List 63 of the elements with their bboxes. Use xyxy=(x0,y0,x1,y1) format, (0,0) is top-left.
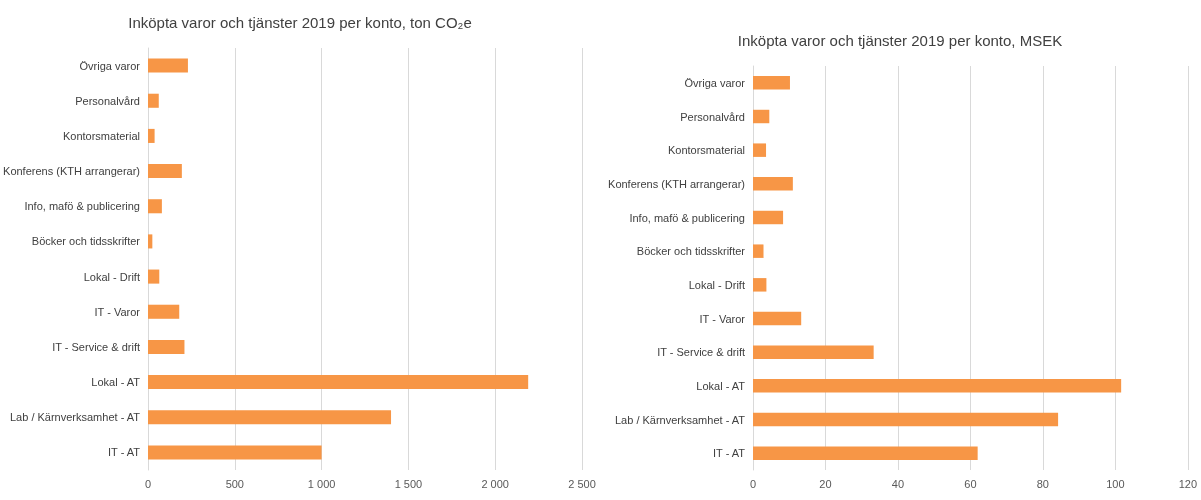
y-tick-label: Lokal - AT xyxy=(91,376,141,389)
bar xyxy=(753,446,978,460)
bar xyxy=(753,311,802,326)
bar xyxy=(753,244,764,258)
y-tick-label: Kontorsmaterial xyxy=(62,129,140,142)
y-tick-label: IT - Service & drift xyxy=(657,346,745,359)
x-tick-label: 100 xyxy=(1106,477,1125,490)
y-tick-label: Lab / Kärnverksamhet - AT xyxy=(9,411,141,424)
bar xyxy=(148,164,182,179)
y-tick-label: Lab / Kärnverksamhet - AT xyxy=(614,413,746,426)
x-tick-label: 80 xyxy=(1036,477,1050,490)
bar xyxy=(148,199,162,214)
y-tick-label: Lokal - Drift xyxy=(688,278,745,291)
y-tick-label: Lokal - Drift xyxy=(83,270,140,283)
x-tick-label: 1 000 xyxy=(307,477,336,490)
bar xyxy=(148,410,392,425)
bar xyxy=(753,379,1122,393)
bar xyxy=(753,76,790,90)
x-tick-label: 120 xyxy=(1178,477,1197,490)
y-tick-label: Info, mafö & publicering xyxy=(24,200,140,213)
y-tick-label: Böcker och tidsskrifter xyxy=(31,235,141,248)
x-tick-label: 0 xyxy=(144,477,152,490)
y-tick-label: Övriga varor xyxy=(684,76,746,89)
bar xyxy=(148,93,159,108)
bar xyxy=(148,128,155,143)
x-tick-label: 1 500 xyxy=(394,477,423,490)
x-tick-label: 2 500 xyxy=(568,477,596,490)
bar xyxy=(148,339,185,354)
chart-title: Inköpta varor och tjänster 2019 per konto, ton CO₂e xyxy=(128,14,472,31)
x-tick-label: 40 xyxy=(891,477,905,490)
bar xyxy=(148,445,322,460)
y-tick-label: Personalvård xyxy=(75,94,140,107)
y-tick-label: IT - Service & drift xyxy=(52,340,140,353)
x-tick-label: 2 000 xyxy=(481,477,509,490)
y-tick-label: IT - Varor xyxy=(94,305,141,318)
bar xyxy=(148,375,529,390)
y-tick-label: IT - AT xyxy=(713,447,746,460)
bar xyxy=(753,143,767,157)
chart-title: Inköpta varor och tjänster 2019 per konto, MSEK xyxy=(737,32,1063,49)
bar xyxy=(148,58,188,73)
y-tick-label: IT - AT xyxy=(108,446,141,459)
bar xyxy=(753,177,793,191)
y-tick-label: Info, mafö & publicering xyxy=(629,211,745,224)
y-tick-label: Böcker och tidsskrifter xyxy=(636,245,746,258)
y-tick-label: Lokal - AT xyxy=(696,379,746,392)
bar xyxy=(148,304,180,319)
bar xyxy=(753,109,770,124)
y-tick-label: Kontorsmaterial xyxy=(667,144,745,157)
bar xyxy=(148,269,160,284)
bar xyxy=(753,412,1059,427)
x-tick-label: 500 xyxy=(225,477,244,490)
x-tick-label: 20 xyxy=(819,477,832,490)
x-tick-label: 60 xyxy=(964,477,977,490)
y-tick-label: Konferens (KTH arrangerar) xyxy=(608,177,745,190)
y-tick-label: IT - Varor xyxy=(699,312,746,325)
y-tick-label: Personalvård xyxy=(680,110,745,123)
bar xyxy=(148,234,153,249)
y-tick-label: Konferens (KTH arrangerar) xyxy=(3,165,140,178)
bar xyxy=(753,345,874,359)
x-tick-label: 0 xyxy=(749,477,757,490)
bar xyxy=(753,210,784,225)
y-tick-label: Övriga varor xyxy=(79,59,141,72)
bar xyxy=(753,278,767,292)
